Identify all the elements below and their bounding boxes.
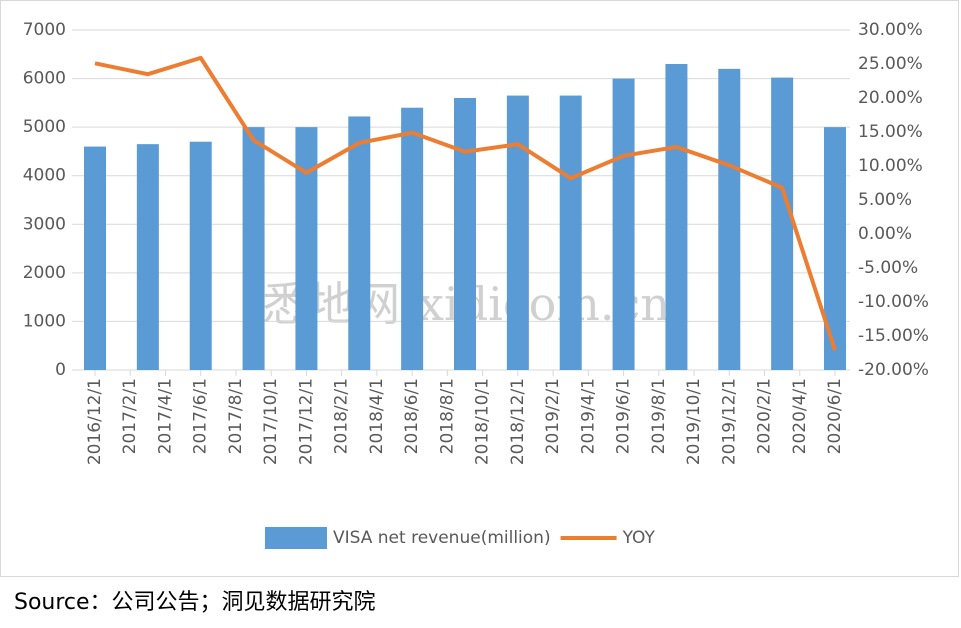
y2-tick-label: -10.00% bbox=[858, 292, 929, 312]
line bbox=[94, 55, 837, 351]
y2-tick-label: 15.00% bbox=[858, 122, 923, 142]
y-tick-label: 2000 bbox=[23, 263, 66, 283]
source: Source：公司公告；洞见数据研究院 bbox=[14, 590, 376, 615]
legend-swatch bbox=[265, 527, 327, 549]
bar bbox=[824, 127, 846, 371]
y2-tick-label: -15.00% bbox=[858, 326, 929, 346]
y-tick-label: 3000 bbox=[23, 214, 66, 234]
x-tick-label: 2018/4/1 bbox=[367, 378, 387, 454]
x-tick-label: 2018/10/1 bbox=[473, 378, 493, 465]
x-tick-label: 2019/4/1 bbox=[578, 378, 598, 454]
bar bbox=[401, 107, 424, 370]
y-tick-label: 7000 bbox=[23, 20, 66, 40]
x-tick-label: 2017/8/1 bbox=[226, 378, 246, 454]
x-tick-label: 2020/2/1 bbox=[755, 378, 775, 454]
bar bbox=[189, 141, 212, 370]
x-tick-label: 2019/10/1 bbox=[684, 378, 704, 465]
y-tick-label: 4000 bbox=[23, 166, 66, 186]
y2-tick-label: 25.00% bbox=[858, 54, 923, 74]
x-tick-label: 2018/12/1 bbox=[508, 378, 528, 465]
y2-tick-label: -5.00% bbox=[858, 258, 918, 278]
x-tick-label: 2017/4/1 bbox=[155, 378, 175, 454]
y2-tick-label: -20.00% bbox=[858, 360, 929, 380]
bar bbox=[84, 146, 106, 370]
x-tick-label: 2017/12/1 bbox=[296, 378, 316, 465]
y2-tick-label: 10.00% bbox=[858, 156, 923, 176]
chart-border bbox=[0, 0, 959, 577]
bar bbox=[242, 127, 265, 371]
x-tick-label: 2020/6/1 bbox=[825, 378, 845, 454]
x-tick-label: 2018/2/1 bbox=[332, 378, 352, 454]
y2-tick-label: 0.00% bbox=[858, 224, 912, 244]
x-tick-label: 2017/10/1 bbox=[261, 378, 281, 465]
bar bbox=[559, 95, 582, 371]
x-tick-label: 2019/2/1 bbox=[543, 378, 563, 454]
y-tick-label: 5000 bbox=[23, 117, 66, 137]
bar bbox=[718, 68, 741, 370]
x-tick-label: 2019/12/1 bbox=[719, 378, 739, 465]
x-tick-label: 2018/8/1 bbox=[437, 378, 457, 454]
bar bbox=[454, 98, 476, 370]
legend-label: YOY bbox=[622, 528, 656, 548]
x-tick-label: 2019/6/1 bbox=[614, 378, 634, 454]
bar bbox=[136, 144, 159, 370]
y2-tick-label: 5.00% bbox=[858, 190, 912, 210]
bar bbox=[612, 78, 635, 371]
y-tick-label: 0 bbox=[55, 360, 66, 380]
x-tick-label: 2017/2/1 bbox=[120, 378, 140, 454]
x-tick-label: 2016/12/1 bbox=[85, 378, 105, 465]
x-tick-label: 2018/6/1 bbox=[402, 378, 422, 454]
legend-label: VISA net revenue(million) bbox=[333, 528, 551, 548]
bar bbox=[771, 77, 794, 370]
bar bbox=[295, 127, 318, 371]
x-tick-label: 2017/6/1 bbox=[191, 378, 211, 454]
x-tick-label: 2019/8/1 bbox=[649, 378, 669, 454]
bar bbox=[506, 95, 529, 371]
y-tick-label: 6000 bbox=[23, 69, 66, 89]
y-tick-label: 1000 bbox=[23, 311, 66, 331]
bar bbox=[348, 116, 371, 370]
bar bbox=[665, 64, 688, 370]
y2-tick-label: 20.00% bbox=[858, 88, 923, 108]
y2-tick-label: 30.00% bbox=[858, 20, 923, 40]
x-tick-label: 2020/4/1 bbox=[790, 378, 810, 454]
